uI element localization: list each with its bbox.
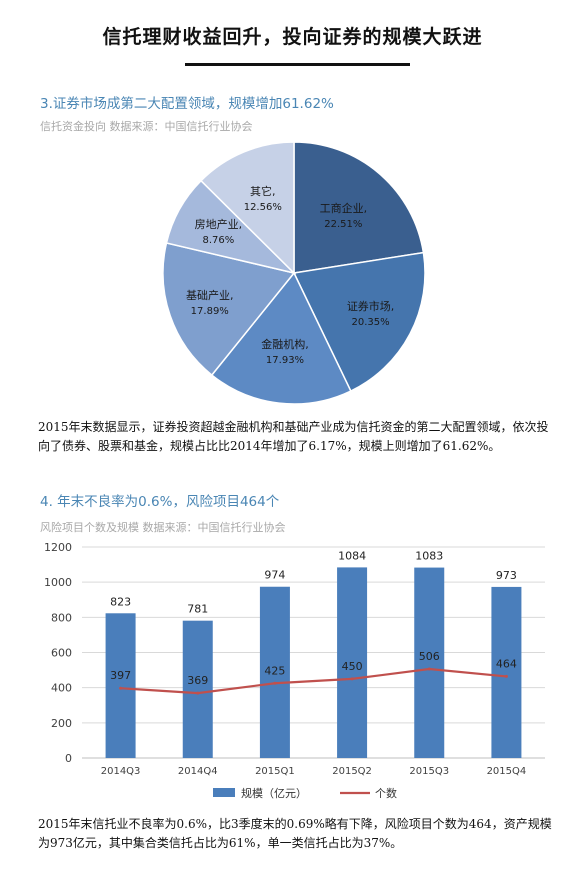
pie-slice-value: 8.76% <box>203 235 235 246</box>
pie-slice-label: 工商企业, <box>320 201 368 215</box>
pie-slice-label: 金融机构, <box>261 337 309 351</box>
legend-label-line: 个数 <box>375 787 397 800</box>
pie-slice <box>292 251 426 393</box>
bar-value-label: 823 <box>110 595 131 608</box>
legend-swatch-bar <box>213 788 235 797</box>
y-tick-label: 400 <box>51 682 72 695</box>
line-value-label: 425 <box>264 664 285 677</box>
line-point <box>350 677 354 681</box>
pie-slice-label: 其它, <box>250 184 275 198</box>
pie-slice <box>199 141 295 275</box>
bar <box>105 613 136 758</box>
bar <box>491 586 522 758</box>
bar <box>259 586 290 758</box>
x-tick-label: 2015Q1 <box>255 766 295 777</box>
title-underline <box>185 63 410 66</box>
line-point <box>427 667 431 671</box>
line-value-label: 450 <box>342 660 363 673</box>
pie-slice <box>162 242 296 377</box>
line-value-label: 397 <box>110 669 131 682</box>
y-tick-label: 200 <box>51 717 72 730</box>
y-tick-label: 1200 <box>44 541 72 554</box>
bar <box>414 567 445 758</box>
line-value-label: 464 <box>496 657 517 670</box>
bar-value-label: 974 <box>264 569 285 582</box>
pie-slice-value: 22.51% <box>324 219 362 230</box>
x-tick-label: 2015Q3 <box>409 766 449 777</box>
y-tick-label: 600 <box>51 647 72 660</box>
bar-value-label: 1083 <box>415 550 443 563</box>
line-point <box>273 681 277 685</box>
pie-slice <box>293 141 425 274</box>
bar <box>337 567 368 758</box>
pie-slice-label: 房地产业, <box>195 217 243 231</box>
pie-slice-value: 17.89% <box>191 306 229 317</box>
bar <box>182 620 213 758</box>
section4-paragraph: 2015年末信托业不良率为0.6%，比3季度末的0.69%略有下降，风险项目个数… <box>38 817 552 850</box>
line-point <box>504 674 508 678</box>
pie-slice-value: 12.56% <box>244 202 282 213</box>
x-tick-label: 2014Q4 <box>178 766 218 777</box>
legend-label-bar: 规模（亿元） <box>241 786 307 800</box>
x-tick-label: 2015Q2 <box>332 766 372 777</box>
line-value-label: 369 <box>187 674 208 687</box>
x-tick-label: 2014Q3 <box>101 766 141 777</box>
section3-subtitle: 信托资金投向 数据来源：中国信托行业协会 <box>40 120 253 133</box>
bar-value-label: 781 <box>187 603 208 616</box>
y-tick-label: 800 <box>51 611 72 624</box>
pie-slice-value: 20.35% <box>352 317 390 328</box>
bar-value-label: 1084 <box>338 549 366 562</box>
pie-slice <box>210 271 352 405</box>
bar-line-chart: 0 200 400 600 800 1000 1200 823 2014Q3 781 2014Q4 9… <box>44 541 545 800</box>
line-value-label: 506 <box>419 650 440 663</box>
line-point <box>119 686 123 690</box>
line-point <box>196 691 200 695</box>
section3-paragraph: 2015年末数据显示，证券投资超越金融机构和基础产业成为信托资金的第二大配置领域… <box>38 420 549 453</box>
line-series <box>120 667 507 695</box>
section3-title: 3.证券市场成第二大配置领域，规模增加61.62% <box>40 96 334 112</box>
y-tick-label: 1000 <box>44 576 72 589</box>
bar-value-label: 973 <box>496 569 517 582</box>
pie-slice-label: 证券市场, <box>347 299 395 313</box>
page-title: 信托理财收益回升，投向证券的规模大跃进 <box>102 26 483 48</box>
y-tick-label: 0 <box>65 752 72 765</box>
pie-slice-label: 基础产业, <box>186 288 234 302</box>
section4-subtitle: 风险项目个数及规模 数据来源：中国信托行业协会 <box>40 521 286 534</box>
section4-title: 4. 年末不良率为0.6%，风险项目464个 <box>40 494 280 510</box>
pie-slice-value: 17.93% <box>266 355 304 366</box>
x-tick-label: 2015Q4 <box>487 766 527 777</box>
pie-chart: 工商企业, 22.51% 证券市场, 20.35% 金融机构, 17.93% 基础产业, 17… <box>162 141 426 405</box>
